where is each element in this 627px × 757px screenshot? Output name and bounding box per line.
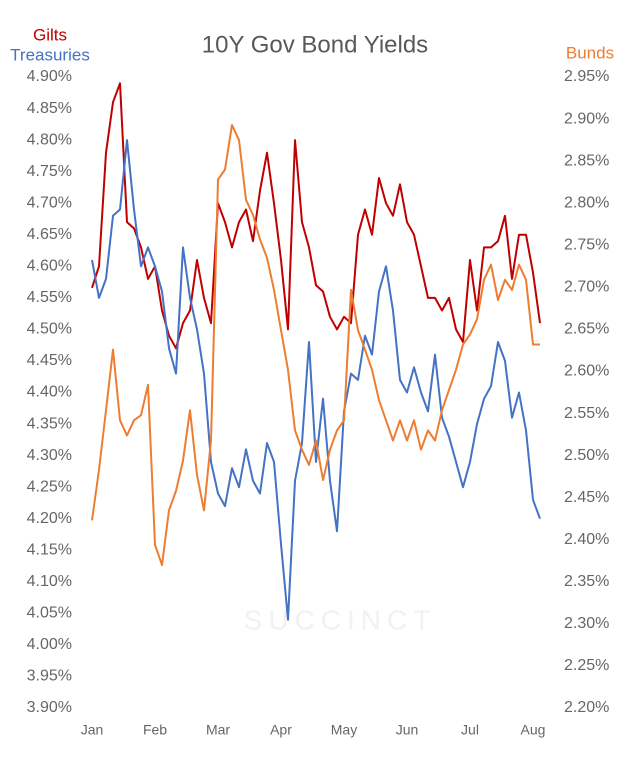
- series-line: [91, 139, 541, 621]
- y2-tick-label: 2.60%: [564, 363, 609, 380]
- y-tick-label: 4.80%: [27, 131, 72, 148]
- axis-series-label: Bunds: [566, 43, 614, 62]
- y2-tick-label: 2.80%: [564, 194, 609, 211]
- axis-series-label: Treasuries: [10, 45, 90, 64]
- y-tick-label: 4.40%: [27, 384, 72, 401]
- y-tick-label: 4.55%: [27, 289, 72, 306]
- y2-tick-label: 2.50%: [564, 447, 609, 464]
- y-tick-label: 4.10%: [27, 573, 72, 590]
- x-tick-label: Mar: [206, 722, 230, 738]
- x-tick-label: Feb: [143, 722, 167, 738]
- y-tick-label: 4.35%: [27, 415, 72, 432]
- y2-tick-label: 2.65%: [564, 321, 609, 338]
- y2-tick-label: 2.40%: [564, 531, 609, 548]
- y2-tick-label: 2.30%: [564, 615, 609, 632]
- y2-tick-label: 2.20%: [564, 699, 609, 716]
- series-line: [91, 82, 541, 350]
- y-tick-label: 4.60%: [27, 258, 72, 275]
- y2-tick-label: 2.35%: [564, 573, 609, 590]
- y2-tick-label: 2.75%: [564, 236, 609, 253]
- y-tick-label: 3.90%: [27, 699, 72, 716]
- x-tick-label: Aug: [521, 722, 546, 738]
- x-tick-label: Jan: [81, 722, 104, 738]
- y2-tick-label: 2.90%: [564, 110, 609, 127]
- y-tick-label: 4.30%: [27, 447, 72, 464]
- y2-tick-label: 2.95%: [564, 68, 609, 85]
- x-tick-label: Jul: [461, 722, 479, 738]
- y-tick-label: 4.20%: [27, 510, 72, 527]
- y-tick-label: 4.50%: [27, 321, 72, 338]
- watermark: SUCCINCT: [244, 604, 437, 635]
- y2-tick-label: 2.55%: [564, 405, 609, 422]
- y-tick-label: 4.65%: [27, 226, 72, 243]
- y-tick-label: 3.95%: [27, 668, 72, 685]
- y-tick-label: 4.70%: [27, 194, 72, 211]
- y-tick-label: 4.75%: [27, 163, 72, 180]
- y-tick-label: 4.90%: [27, 68, 72, 85]
- y2-tick-label: 2.70%: [564, 279, 609, 296]
- y-tick-label: 4.85%: [27, 100, 72, 117]
- y2-tick-label: 2.45%: [564, 489, 609, 506]
- x-tick-label: May: [331, 722, 357, 738]
- y-tick-label: 4.45%: [27, 352, 72, 369]
- series-line: [91, 124, 540, 566]
- x-tick-label: Apr: [270, 722, 292, 738]
- y-tick-label: 4.25%: [27, 478, 72, 495]
- y2-tick-label: 2.85%: [564, 152, 609, 169]
- chart-title: 10Y Gov Bond Yields: [202, 31, 428, 58]
- y-tick-label: 4.00%: [27, 636, 72, 653]
- y2-tick-label: 2.25%: [564, 657, 609, 674]
- y-tick-label: 4.15%: [27, 541, 72, 558]
- x-tick-label: Jun: [396, 722, 419, 738]
- axis-series-label: Gilts: [33, 25, 67, 44]
- y-tick-label: 4.05%: [27, 605, 72, 622]
